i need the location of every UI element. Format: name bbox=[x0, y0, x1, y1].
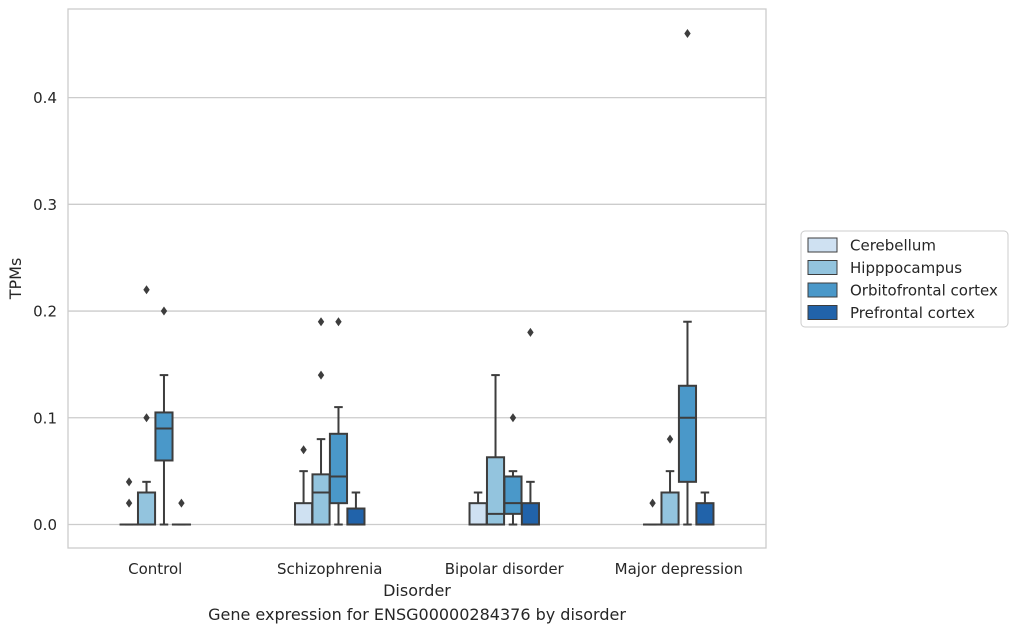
outlier-point bbox=[317, 370, 325, 380]
outlier-point bbox=[335, 317, 342, 327]
outlier-point bbox=[649, 498, 656, 508]
box bbox=[520, 502, 540, 526]
outlier-point bbox=[509, 413, 517, 423]
box-group bbox=[136, 285, 157, 526]
box-group bbox=[677, 29, 698, 526]
box bbox=[677, 384, 698, 483]
box-group bbox=[346, 491, 366, 526]
box bbox=[346, 507, 366, 526]
outlier-point bbox=[143, 285, 150, 295]
outlier-point bbox=[125, 477, 133, 487]
box-group bbox=[643, 498, 663, 526]
legend-box bbox=[800, 230, 1009, 328]
legend-label: Cerebellum bbox=[850, 237, 936, 255]
legend-label: Hipppocampus bbox=[850, 259, 962, 277]
outlier-point bbox=[160, 306, 168, 316]
x-tick-label: Schizophrenia bbox=[277, 560, 382, 578]
box bbox=[695, 502, 715, 526]
x-tick-label: Major depression bbox=[615, 560, 743, 578]
outlier-point bbox=[527, 327, 534, 337]
axis-ticks: 0.0 0.1 0.2 0.3 0.4 Control Schizophrenia Bipol… bbox=[33, 89, 743, 578]
x-axis-label: Disorder bbox=[383, 581, 451, 600]
plot-frame bbox=[67, 8, 767, 549]
figure-caption: Gene expression for ENSG00000284376 by d… bbox=[208, 605, 626, 624]
box bbox=[503, 475, 523, 515]
box-group bbox=[328, 317, 349, 526]
box-group bbox=[660, 434, 680, 526]
box-group bbox=[468, 491, 488, 526]
outlier-point bbox=[666, 434, 674, 444]
box bbox=[328, 432, 349, 505]
y-tick-label: 0.3 bbox=[33, 196, 57, 214]
box-series bbox=[119, 29, 715, 526]
box bbox=[154, 411, 174, 462]
box-group bbox=[311, 317, 331, 526]
legend-swatch bbox=[807, 305, 838, 320]
box-group bbox=[695, 491, 715, 526]
legend-swatch bbox=[807, 282, 838, 298]
y-tick-label: 0.0 bbox=[33, 516, 57, 534]
legend-swatch bbox=[807, 260, 838, 275]
box bbox=[660, 491, 680, 526]
box bbox=[136, 491, 157, 526]
legend-swatch bbox=[807, 237, 838, 253]
box-group bbox=[154, 306, 174, 526]
outlier-point bbox=[125, 498, 133, 508]
box-group bbox=[520, 327, 540, 526]
box bbox=[294, 502, 314, 526]
box-group bbox=[171, 498, 191, 526]
outlier-point bbox=[317, 317, 325, 327]
y-tick-label: 0.1 bbox=[33, 409, 57, 427]
legend-label: Prefrontal cortex bbox=[850, 304, 975, 322]
outlier-point bbox=[143, 413, 150, 423]
box bbox=[468, 502, 488, 526]
x-tick-label: Control bbox=[128, 560, 182, 578]
box-group bbox=[485, 374, 506, 526]
box-group bbox=[294, 445, 314, 526]
y-tick-label: 0.4 bbox=[33, 89, 57, 107]
box-group bbox=[503, 413, 523, 526]
y-tick-label: 0.2 bbox=[33, 303, 57, 321]
outlier-point bbox=[178, 498, 185, 508]
legend: Cerebellum Hipppocampus Orbitofrontal cort… bbox=[800, 230, 1009, 328]
legend-label: Orbitofrontal cortex bbox=[850, 282, 998, 300]
box bbox=[311, 473, 331, 526]
outlier-point bbox=[300, 445, 307, 455]
y-axis-label: TPMs bbox=[6, 258, 25, 301]
box-group bbox=[119, 477, 139, 526]
outlier-point bbox=[684, 29, 691, 39]
x-tick-label: Bipolar disorder bbox=[445, 560, 565, 578]
